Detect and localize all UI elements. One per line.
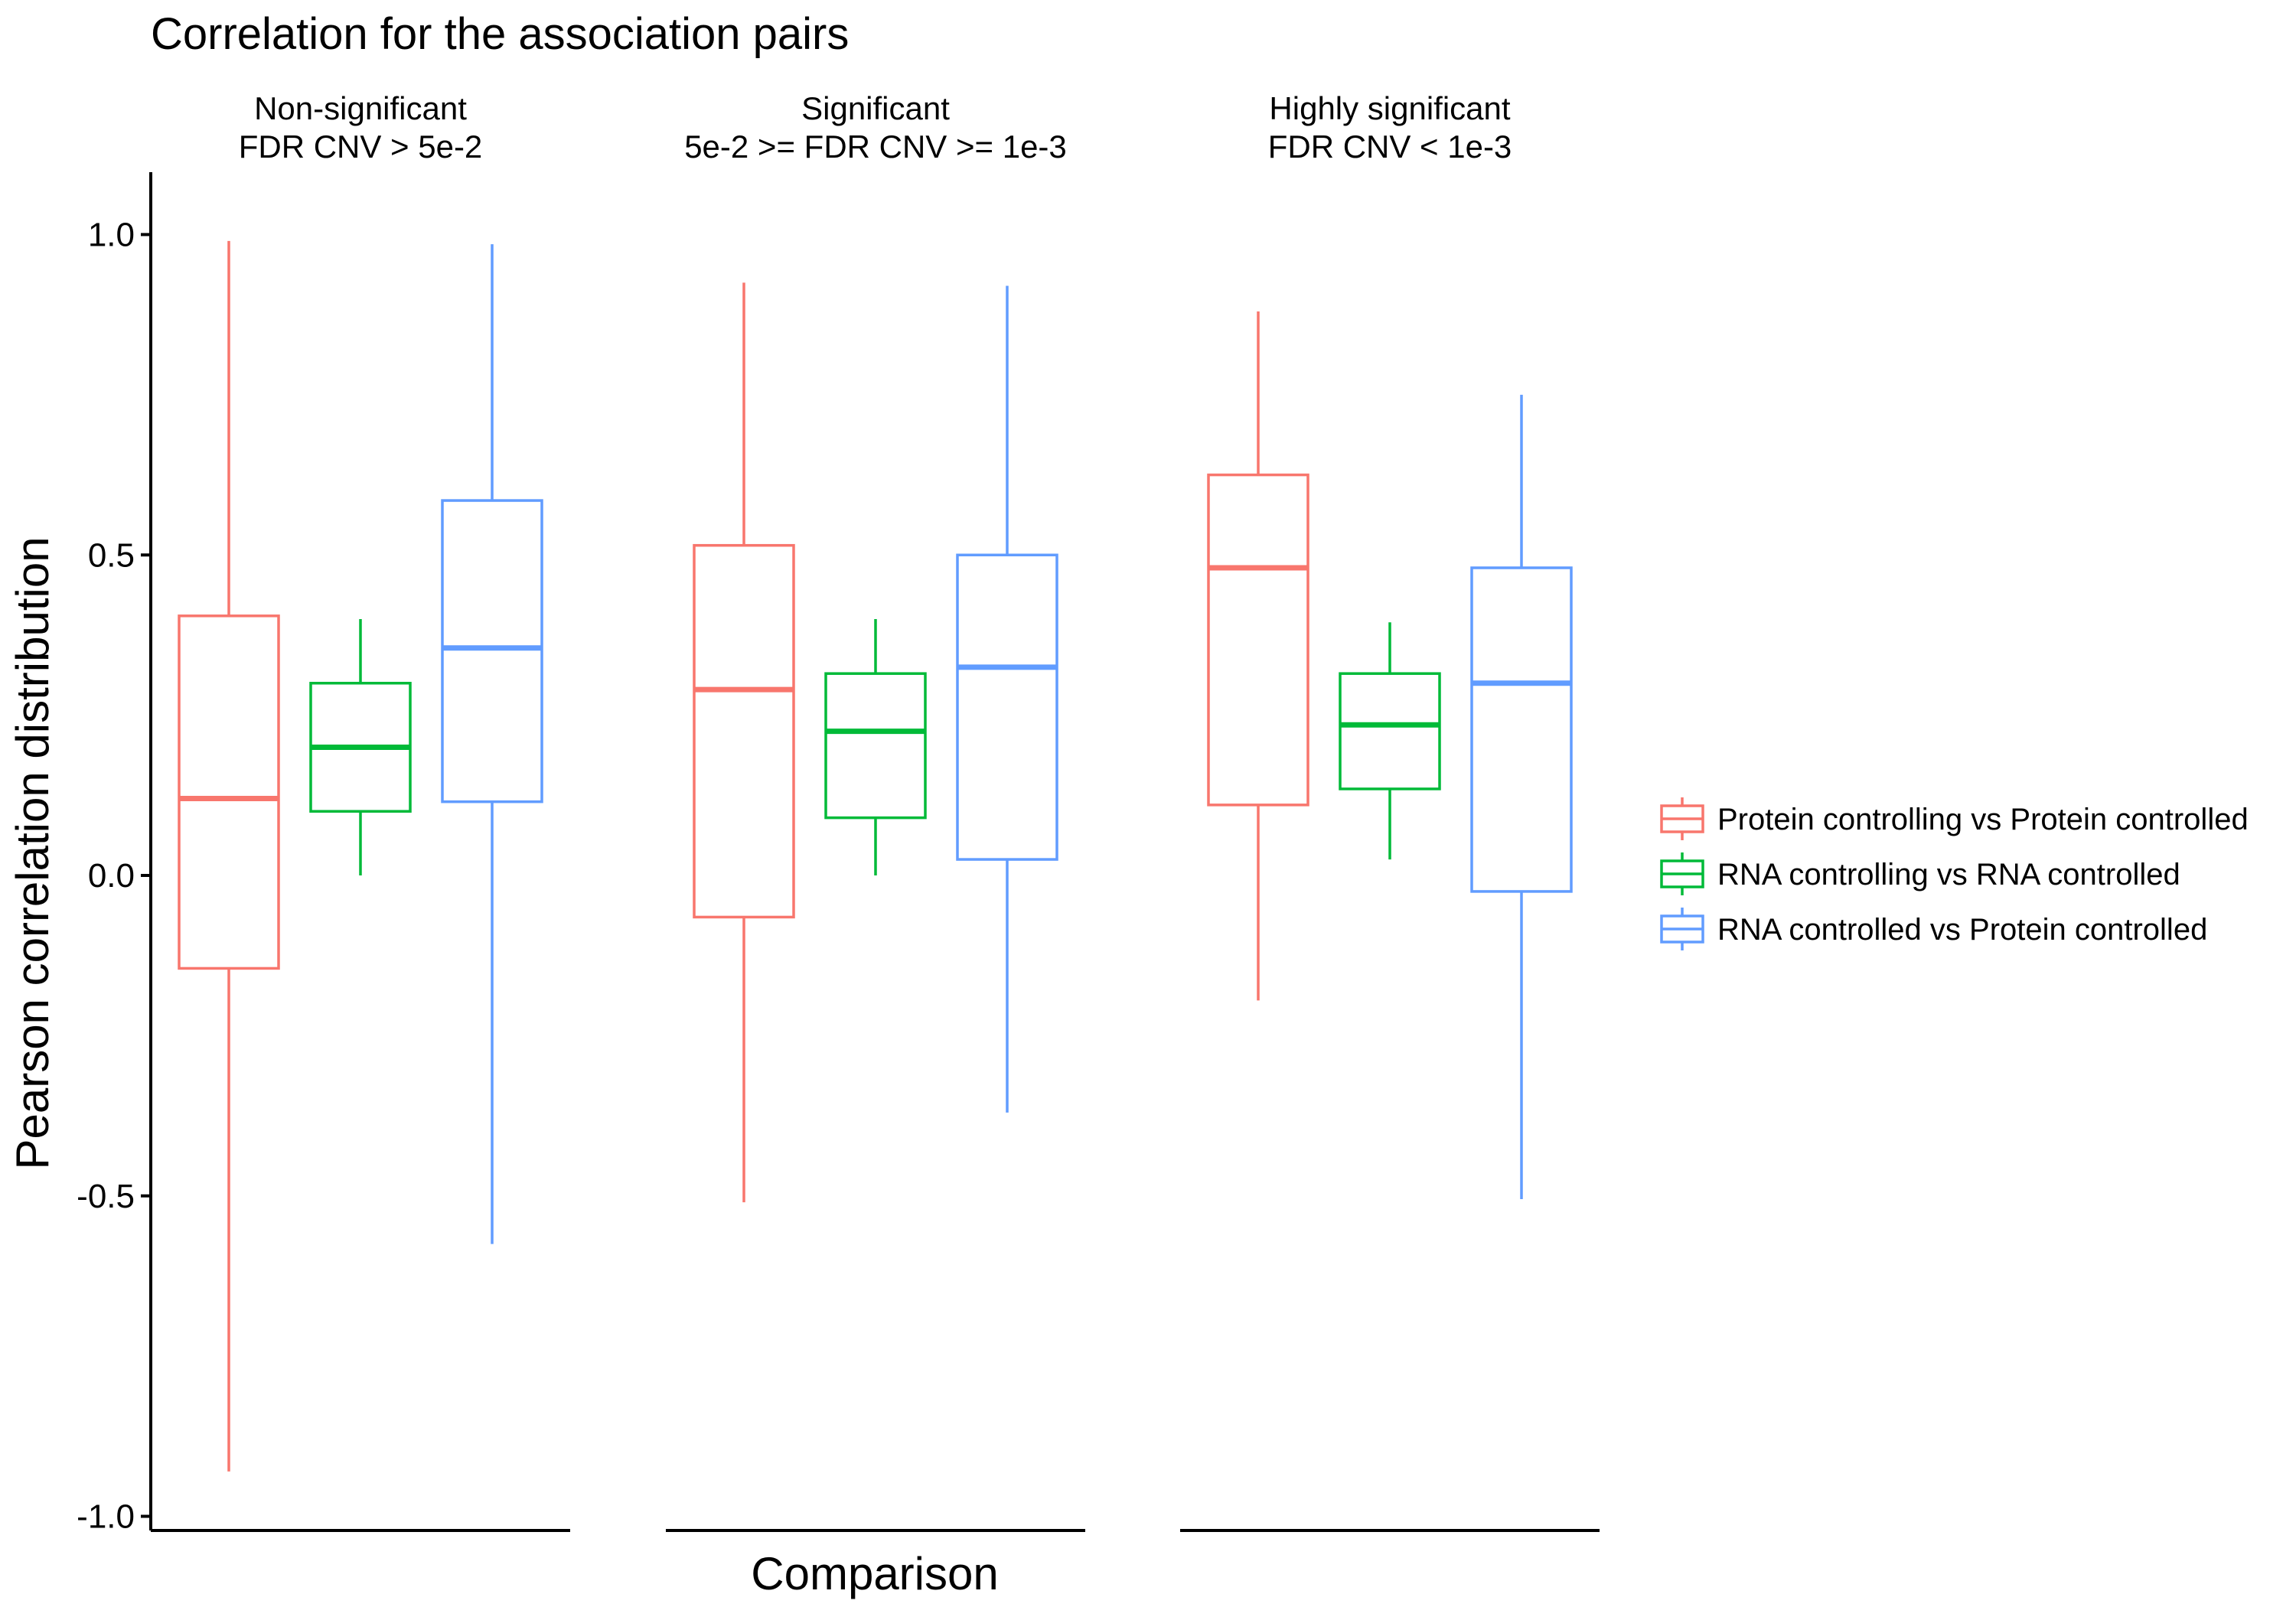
- legend-label: RNA controlling vs RNA controlled: [1717, 858, 2180, 892]
- box-groups: [178, 240, 1573, 1472]
- y-tick-label: -0.5: [77, 1178, 135, 1215]
- box-iqr: [693, 543, 795, 919]
- boxplot-facet1-series2: [309, 619, 412, 875]
- facet-label-3-line1: Highly significant: [1269, 90, 1510, 126]
- legend-item-3: RNA controlled vs Protein controlled: [1660, 908, 2207, 950]
- boxplot-facet1-series1: [178, 240, 280, 1472]
- legend: Protein controlling vs Protein controlle…: [1660, 797, 2249, 950]
- box-iqr: [1207, 473, 1309, 807]
- facet-panel-3: [1207, 311, 1573, 1199]
- boxplot-facet1-series3: [441, 244, 543, 1244]
- boxplot-facet3-series3: [1470, 394, 1573, 1199]
- box-iqr: [441, 499, 543, 804]
- legend-label: Protein controlling vs Protein controlle…: [1717, 803, 2249, 836]
- boxplot-facet3-series1: [1207, 311, 1309, 1001]
- box-iqr: [1339, 672, 1441, 790]
- facet-label-2-line1: Significant: [801, 90, 950, 126]
- legend-label: RNA controlled vs Protein controlled: [1717, 913, 2207, 947]
- box-iqr: [178, 614, 280, 970]
- box-iqr: [1470, 566, 1573, 893]
- y-tick-label: 1.0: [88, 217, 135, 254]
- boxplot-facet2-series2: [824, 619, 927, 875]
- y-tick-label: 0.5: [88, 536, 135, 574]
- facet-panel-1: [178, 240, 543, 1472]
- facet-label-1-line2: FDR CNV > 5e-2: [239, 129, 483, 165]
- box-iqr: [956, 553, 1058, 861]
- y-tick-label: -1.0: [77, 1498, 135, 1536]
- box-iqr: [824, 672, 927, 820]
- facet-label-1-line1: Non-significant: [254, 90, 467, 126]
- y-tick-label: 0.0: [88, 857, 135, 895]
- y-axis: 1.0 0.5 0.0 -0.5 -1.0: [77, 172, 152, 1536]
- x-axis-title: Comparison: [751, 1548, 998, 1599]
- boxplot-facet3-series2: [1339, 622, 1441, 860]
- facet-label-3-line2: FDR CNV < 1e-3: [1268, 129, 1512, 165]
- boxplot-facet2-series1: [693, 282, 795, 1203]
- y-axis-title: Pearson correlation distribution: [7, 536, 58, 1169]
- legend-item-1: Protein controlling vs Protein controlle…: [1660, 797, 2249, 840]
- chart-title: Correlation for the association pairs: [151, 9, 849, 59]
- boxplot-facet2-series3: [956, 285, 1058, 1113]
- facet-label-2-line2: 5e-2 >= FDR CNV >= 1e-3: [684, 129, 1067, 165]
- legend-item-2: RNA controlling vs RNA controlled: [1660, 852, 2180, 895]
- facet-panel-2: [693, 282, 1058, 1203]
